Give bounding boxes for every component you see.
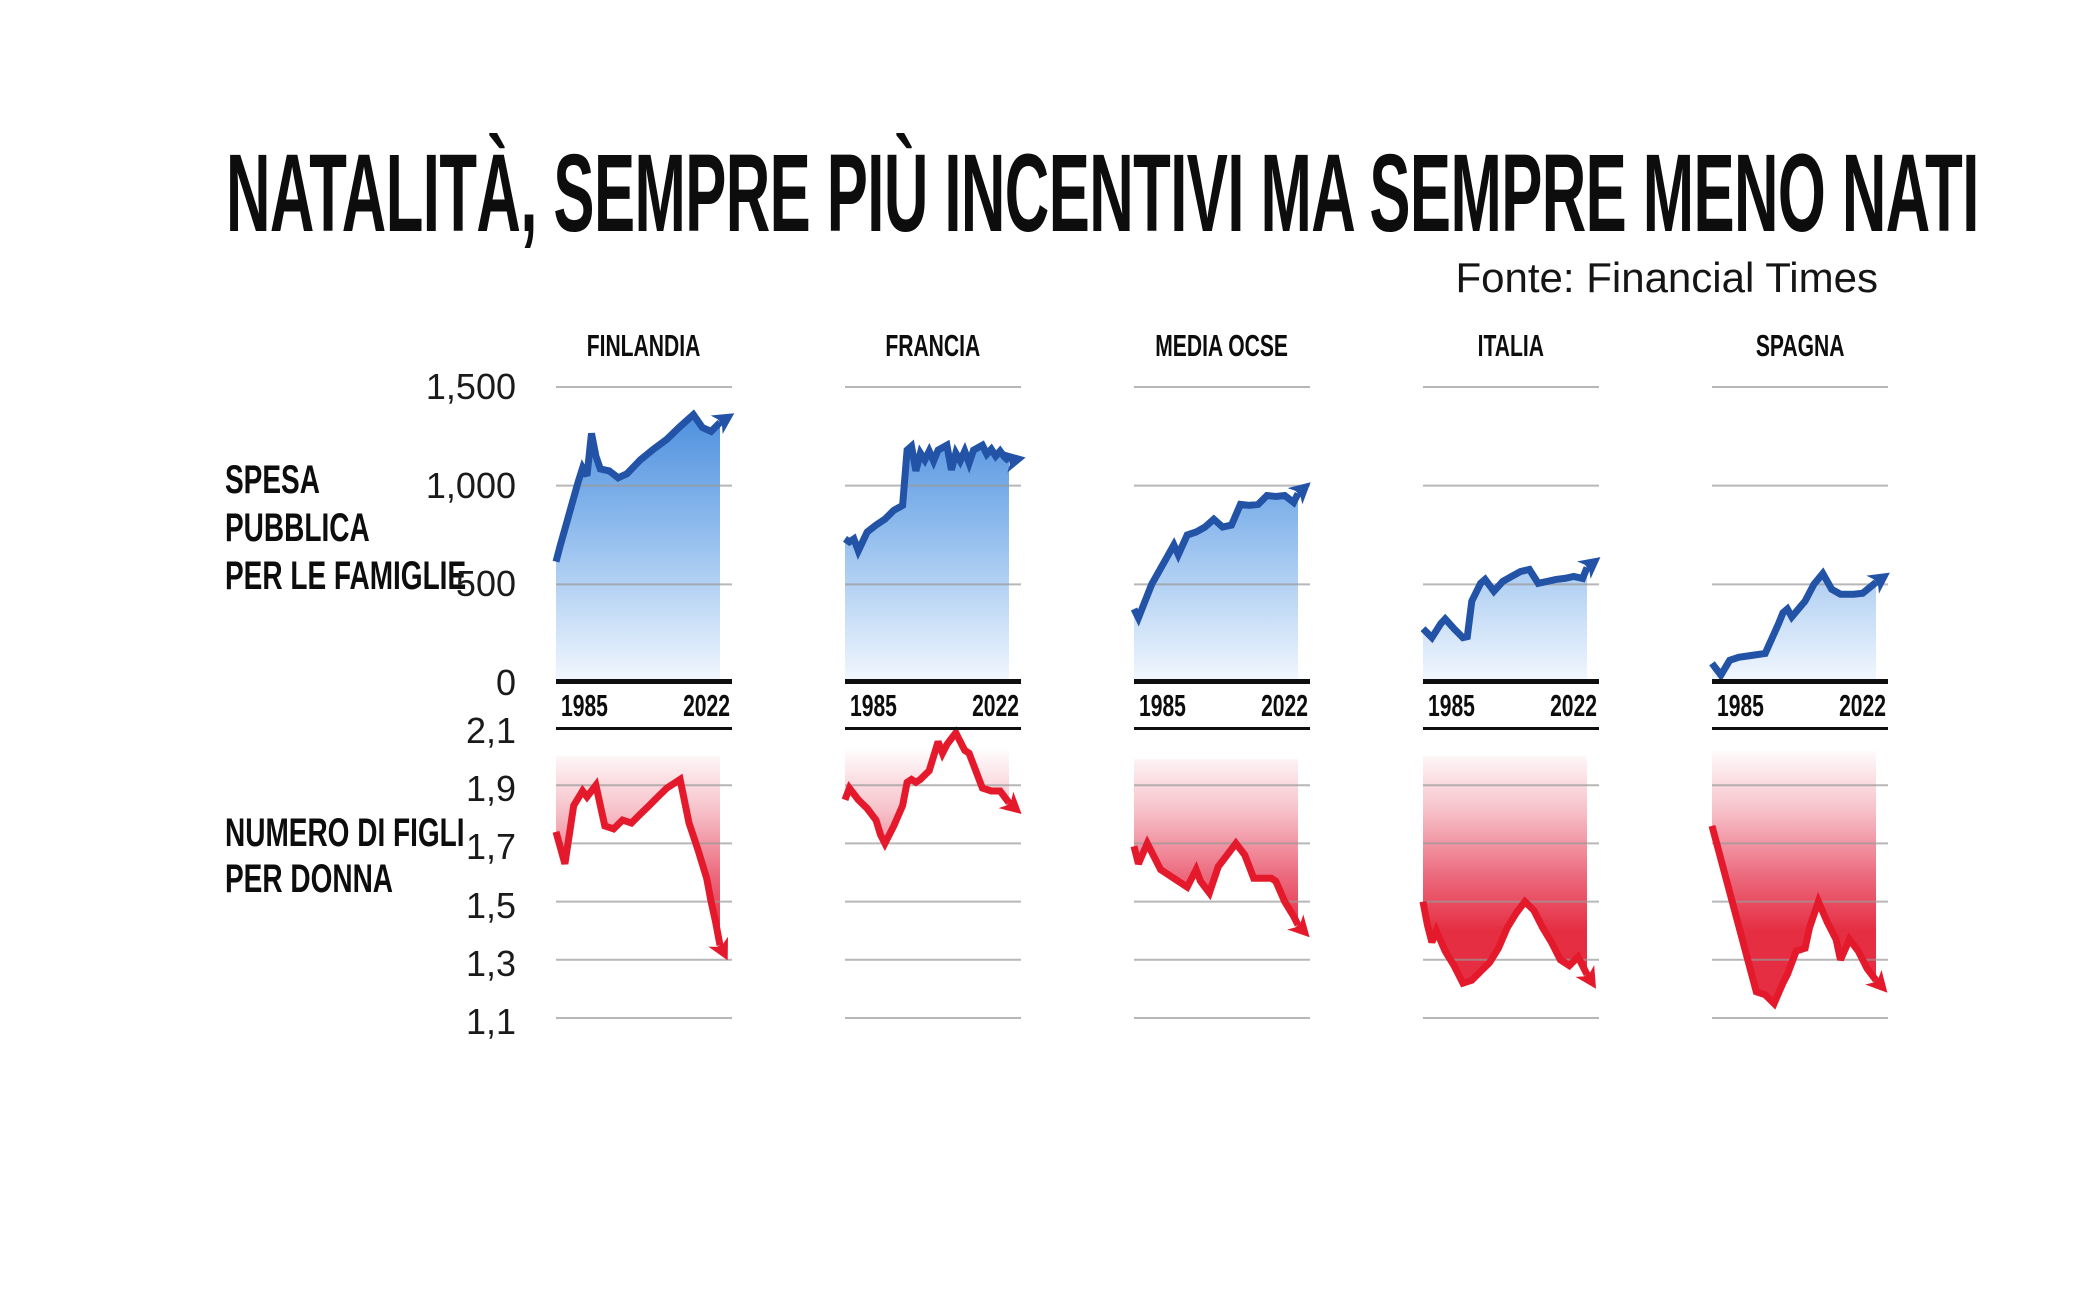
fertility-ytick-label: 1,9 [465,768,516,809]
spagna-fertility-chart [1708,750,1888,1019]
fertility-line [1419,896,1591,988]
spending-line [843,439,1012,560]
column-header-francia: FRANCIA [833,328,1033,364]
column-header-spagna: SPAGNA [1700,328,1900,364]
axis-start-year: 1985 [1717,687,1764,723]
axis-end-year: 2022 [1550,687,1597,723]
column-header-media-ocse: MEDIA OCSE [1122,328,1322,364]
axis-end-year: 2022 [683,687,730,723]
fertility-area [556,756,720,946]
spending-label-line1: SPESA [225,458,320,502]
fertility-ytick-label: 1,3 [465,943,516,984]
spending-line [1420,565,1591,644]
fertility-area [1134,759,1298,925]
spagna-x-axis: 1985 2022 [1712,679,1888,730]
fertility-area [845,729,1009,844]
finlandia-spending-chart [552,386,735,683]
francia-x-axis: 1985 2022 [845,679,1021,730]
fertility-line [841,726,1012,852]
fertility-row-label: NUMERO DI FIGLI PER DONNA [225,810,567,902]
column-header-finlandia: FINLANDIA [544,328,744,364]
fertility-ytick-label: 1,5 [465,885,516,926]
column-header-italia: ITALIA [1411,328,1611,364]
source-credit: Fonte: Financial Times [1455,254,1878,301]
column-header-label: FINLANDIA [587,328,701,363]
trend-arrow-icon [1866,572,1890,594]
spending-label-line2: PUBBLICA [225,506,370,550]
finlandia-fertility-chart [552,756,732,1019]
media-ocse-fertility-chart [1130,759,1310,1019]
fertility-ytick-label: 1,1 [465,1001,516,1042]
spending-area [556,414,720,683]
trend-arrow-icon [710,413,735,434]
trend-arrow-icon [1002,451,1026,473]
francia-fertility-chart [841,726,1022,1019]
finlandia-x-axis: 1985 2022 [556,679,732,730]
spending-line [1709,567,1879,682]
spending-ytick-label: 0 [495,662,516,703]
spending-ytick-label: 500 [455,563,516,604]
spending-area [1423,567,1587,683]
spending-line [552,409,723,563]
trend-arrow-icon [1577,557,1601,579]
spending-area [1712,573,1876,683]
axis-end-year: 2022 [1839,687,1886,723]
axis-start-year: 1985 [850,687,897,723]
trend-arrow-icon [998,791,1022,814]
fertility-label-line2: PER DONNA [225,857,394,901]
trend-arrow-icon [1287,482,1311,505]
fertility-area [1423,756,1587,984]
spending-row-label: SPESA PUBBLICA PER LE FAMIGLIE [225,456,569,600]
spagna-spending-chart [1709,386,1890,683]
trend-arrow-icon [1865,969,1888,993]
fertility-line [1130,835,1302,927]
trend-arrow-icon [1287,914,1310,938]
fertility-line [1708,824,1879,1010]
media-ocse-x-axis: 1985 2022 [1134,679,1310,730]
fertility-line [552,773,724,946]
spending-label-line3: PER LE FAMIGLIE [225,554,467,598]
trend-arrow-icon [708,936,728,961]
axis-end-year: 2022 [1261,687,1308,723]
spending-ytick-label: 1,500 [425,366,516,407]
media-ocse-spending-chart [1130,386,1311,683]
axis-start-year: 1985 [1139,687,1186,723]
trend-arrow-icon [1575,965,1596,989]
spending-ytick-label: 1,000 [425,465,516,506]
axis-start-year: 1985 [561,687,608,723]
fertility-label-line1: NUMERO DI FIGLI [225,811,465,855]
spending-area [845,445,1009,683]
axis-end-year: 2022 [972,687,1019,723]
column-header-label: FRANCIA [885,328,981,363]
italia-x-axis: 1985 2022 [1423,679,1599,730]
spending-area [1134,493,1298,683]
page-title: NATALITÀ, SEMPRE PIÙ INCENTIVI MA SEMPRE… [226,132,1979,255]
spending-line [1130,491,1302,627]
italia-fertility-chart [1419,756,1599,1019]
column-header-label: MEDIA OCSE [1155,328,1289,363]
francia-spending-chart [843,386,1026,683]
italia-spending-chart [1420,386,1601,683]
fertility-ytick-label: 1,7 [465,826,516,867]
fertility-area [1712,750,1876,1004]
axis-start-year: 1985 [1428,687,1475,723]
fertility-ytick-label: 2,1 [465,710,516,751]
column-header-label: ITALIA [1477,328,1545,363]
column-header-label: SPAGNA [1755,328,1845,363]
